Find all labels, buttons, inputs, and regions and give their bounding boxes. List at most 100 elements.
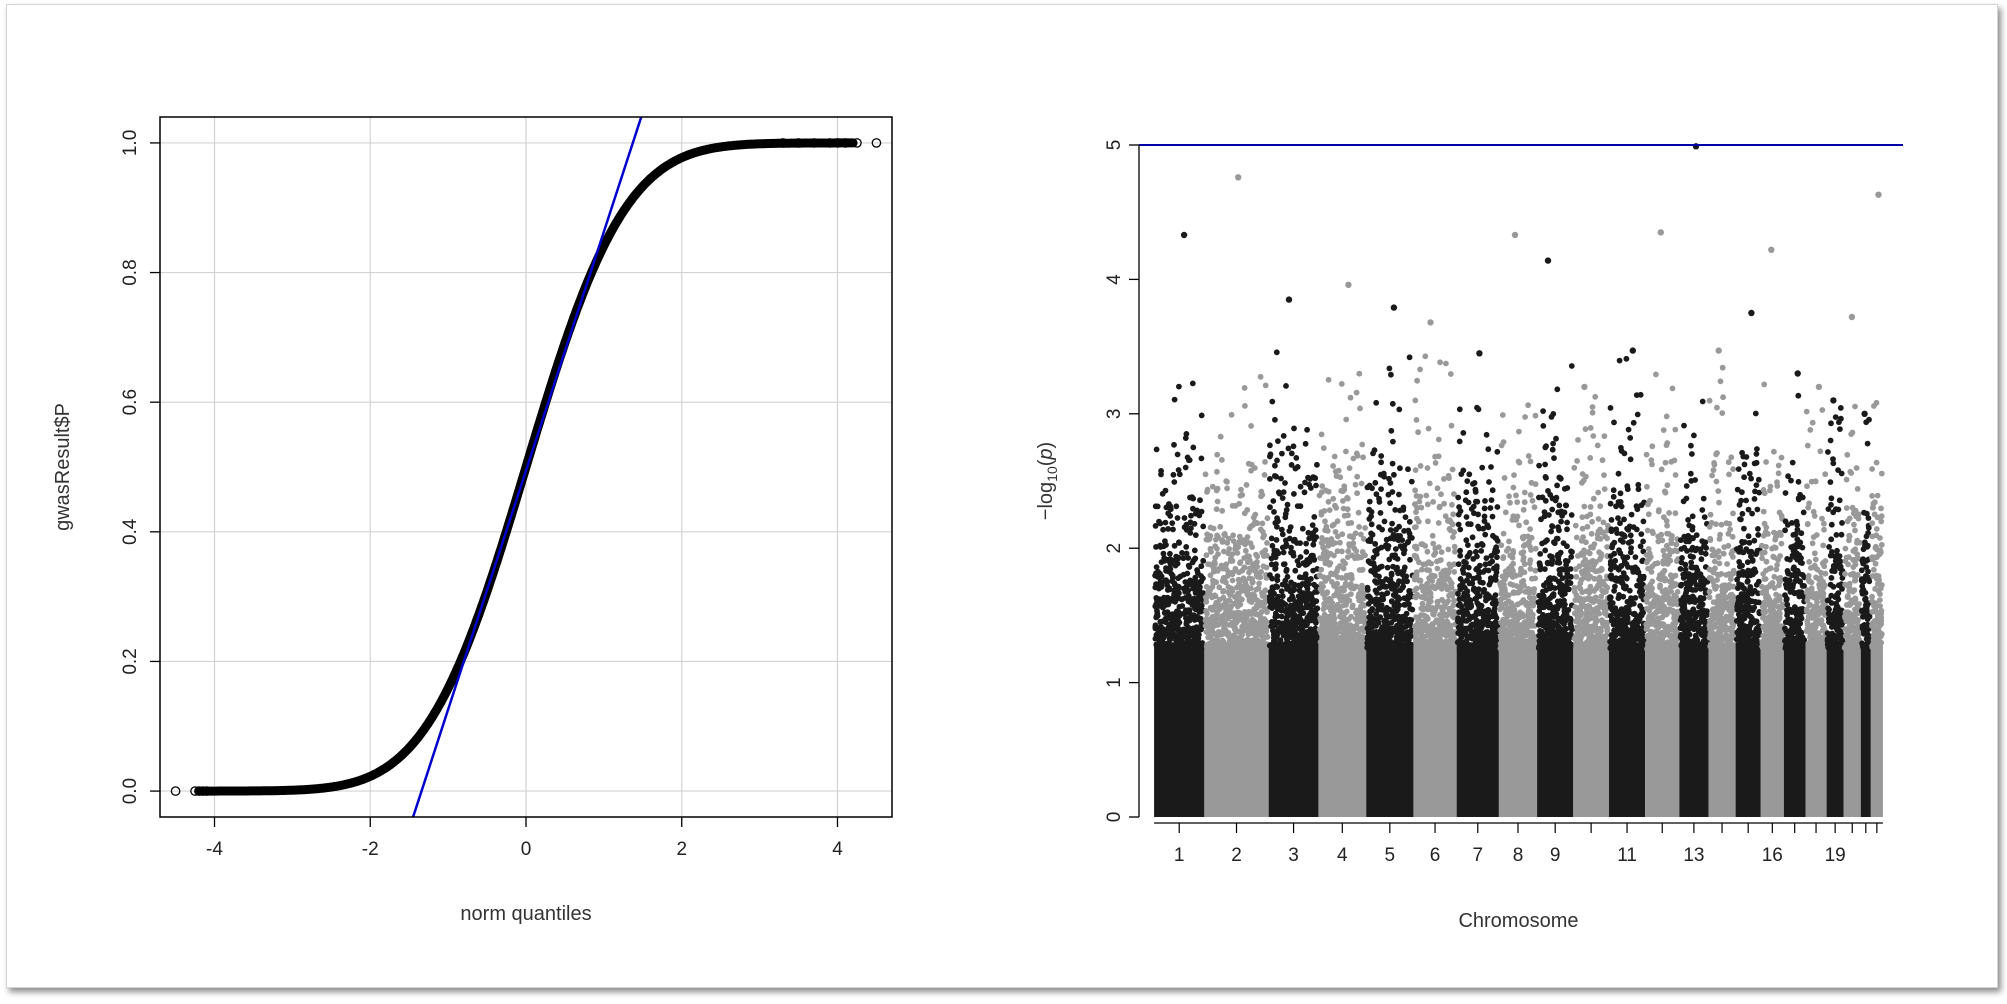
snp-point (1537, 602, 1544, 609)
chr-11-peak-point (1629, 347, 1637, 354)
snp-point (1183, 521, 1190, 528)
snp-point (1666, 510, 1672, 516)
snp-point (1289, 623, 1296, 630)
snp-point (1396, 491, 1402, 498)
snp-point (1256, 580, 1262, 587)
snp-point (1386, 365, 1393, 372)
snp-point (1511, 472, 1517, 478)
snp-point (1487, 505, 1494, 511)
snp-point (1160, 543, 1167, 550)
snp-point (1322, 518, 1328, 525)
snp-point (1182, 464, 1189, 471)
snp-point (1254, 623, 1261, 630)
chr-6-dense-points (1413, 642, 1457, 817)
snp-point (1185, 562, 1192, 569)
snp-point (1435, 520, 1442, 526)
snp-point (1392, 604, 1398, 610)
snp-point (1378, 459, 1384, 466)
snp-point (1467, 598, 1474, 604)
snp-point (1655, 606, 1662, 613)
snp-point (1545, 636, 1552, 642)
qq-x-tick-label: 4 (832, 839, 843, 860)
snp-point (1278, 475, 1284, 482)
snp-point (1186, 457, 1193, 463)
snp-point (1188, 626, 1195, 633)
snp-point (1536, 560, 1543, 566)
snp-point (1418, 541, 1425, 548)
snp-point (1166, 635, 1173, 642)
snp-point (1664, 530, 1670, 537)
snp-point (1236, 581, 1242, 587)
snp-point (1246, 557, 1253, 564)
snp-point (1628, 545, 1634, 551)
snp-point (1426, 600, 1432, 606)
snp-point (1269, 605, 1275, 611)
qq-y-tick-label: 0.0 (120, 778, 141, 804)
snp-point (1591, 575, 1598, 582)
snp-point (1628, 511, 1635, 518)
snp-point (1665, 644, 1671, 651)
snp-point (1389, 400, 1396, 407)
snp-point (1176, 383, 1182, 390)
qq-x-tick-label: 2 (676, 839, 687, 860)
snp-point (1425, 518, 1431, 525)
snp-point (1270, 622, 1277, 629)
snp-point (1550, 411, 1557, 417)
snp-point (1355, 618, 1361, 625)
snp-point (1449, 501, 1455, 508)
snp-point (1212, 622, 1218, 629)
snp-point (1525, 586, 1532, 592)
snp-point (1536, 494, 1542, 501)
snp-point (1334, 586, 1341, 593)
snp-point (1607, 600, 1614, 607)
snp-point (1596, 646, 1602, 652)
snp-point (1218, 631, 1225, 638)
snp-point (1607, 594, 1613, 601)
snp-point (1389, 552, 1396, 559)
snp-point (1274, 606, 1281, 612)
snp-point (1348, 572, 1355, 578)
snp-point (1175, 589, 1182, 596)
snp-point (1379, 591, 1385, 598)
snp-point (1646, 498, 1653, 505)
snp-point (1338, 381, 1345, 387)
snp-point (1336, 594, 1343, 600)
snp-point (1443, 360, 1449, 367)
snp-point (1273, 561, 1279, 568)
snp-point (1500, 530, 1507, 537)
snp-point (1660, 560, 1667, 567)
snp-point (1226, 633, 1232, 639)
chr-10-peak-point (1581, 383, 1588, 391)
snp-point (1191, 595, 1197, 602)
snp-point (1316, 492, 1323, 499)
snp-point (1294, 640, 1300, 647)
snp-point (1304, 585, 1311, 592)
snp-point (1587, 425, 1594, 431)
snp-point (1297, 483, 1304, 490)
snp-point (1303, 549, 1310, 555)
snp-point (1169, 520, 1176, 526)
snp-point (1498, 442, 1505, 449)
snp-point (1672, 426, 1679, 433)
snp-point (1528, 479, 1535, 486)
snp-point (1183, 631, 1190, 638)
snp-point (1305, 590, 1312, 596)
snp-point (1249, 576, 1255, 582)
snp-point (1232, 626, 1238, 633)
snp-point (1158, 573, 1165, 580)
snp-point (1377, 510, 1384, 516)
snp-point (1672, 572, 1679, 579)
snp-point (1296, 574, 1303, 581)
snp-point (1229, 638, 1235, 644)
snp-point (1389, 520, 1395, 527)
snp-point (1285, 630, 1292, 637)
snp-point (1541, 598, 1548, 605)
snp-point (1209, 606, 1216, 612)
snp-point (1372, 578, 1378, 584)
snp-point (1362, 525, 1368, 531)
snp-point (1174, 451, 1181, 458)
snp-point (1609, 544, 1615, 551)
snp-point (1259, 491, 1266, 498)
snp-point (1568, 617, 1574, 624)
snp-point (1650, 530, 1656, 537)
